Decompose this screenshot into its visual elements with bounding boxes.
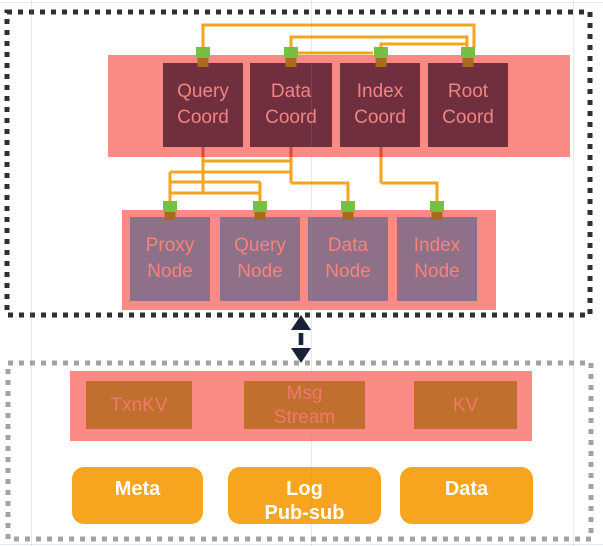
box-label: Index <box>356 81 404 102</box>
wire-data-to-root <box>289 35 469 48</box>
guide-line <box>0 2 603 3</box>
box-label: TxnKV <box>110 394 168 416</box>
arrow-shaft-dash <box>298 333 304 345</box>
box-label: Node <box>414 261 460 282</box>
store-box-log-pub-sub: Log Pub-sub <box>228 467 381 524</box>
box-label: Data <box>270 81 312 102</box>
service-box-msg-stream: Msg Stream <box>244 381 365 429</box>
wire-index-to-root <box>379 42 467 48</box>
guide-line <box>311 0 312 546</box>
node-box-query-node: Query Node <box>220 217 300 301</box>
wire-to-data-node <box>291 181 350 202</box>
box-label: Node <box>237 261 283 282</box>
guide-line <box>31 0 32 546</box>
node-box-data-node: Data Node <box>308 217 388 301</box>
box-label: Coord <box>354 107 406 128</box>
box-label: Query <box>177 81 229 102</box>
box-label: Coord <box>442 107 494 128</box>
guide-line <box>573 0 574 546</box>
service-box-kv: KV <box>414 381 517 429</box>
service-box-txnkv: TxnKV <box>86 381 192 429</box>
box-label: Data <box>444 478 489 500</box>
node-box-index-node: Index Node <box>397 217 477 301</box>
coordinator-node-wires <box>168 150 439 202</box>
box-label: Meta <box>114 478 161 500</box>
node-box-proxy-node: Proxy Node <box>130 217 210 301</box>
coordinator-box-data-coord: Data Coord <box>250 63 332 147</box>
box-label: Query <box>234 235 286 256</box>
box-label: Root <box>447 81 489 102</box>
store-box-data: Data <box>400 467 533 524</box>
box-label: Pub-sub <box>264 502 345 524</box>
box-label: KV <box>452 394 479 416</box>
box-label: Index <box>413 235 461 256</box>
box-label: Data <box>327 235 369 256</box>
guide-line <box>0 544 603 545</box>
sync-arrow-icon <box>291 315 311 363</box>
box-label: Stream <box>273 407 336 428</box>
coordinator-box-index-coord: Index Coord <box>340 63 420 147</box>
box-label: Node <box>147 261 193 282</box>
box-label: Log <box>286 478 323 500</box>
box-label: Msg <box>286 383 323 404</box>
arrowhead-up <box>291 315 311 330</box>
box-label: Node <box>325 261 371 282</box>
wire-query-to-root <box>201 23 476 48</box>
coordinator-box-query-coord: Query Coord <box>163 63 243 147</box>
coordinator-top-wires <box>201 23 476 55</box>
box-label: Coord <box>265 107 317 128</box>
wire-to-index-node <box>381 181 439 202</box>
arrowhead-down <box>291 348 311 363</box>
coordinator-box-root-coord: Root Coord <box>428 63 508 147</box>
store-box-meta: Meta <box>72 467 203 524</box>
box-label: Proxy <box>145 235 195 256</box>
box-label: Coord <box>177 107 229 128</box>
